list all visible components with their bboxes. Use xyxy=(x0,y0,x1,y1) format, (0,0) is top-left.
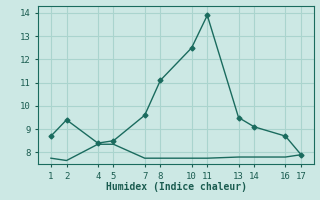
X-axis label: Humidex (Indice chaleur): Humidex (Indice chaleur) xyxy=(106,182,246,192)
